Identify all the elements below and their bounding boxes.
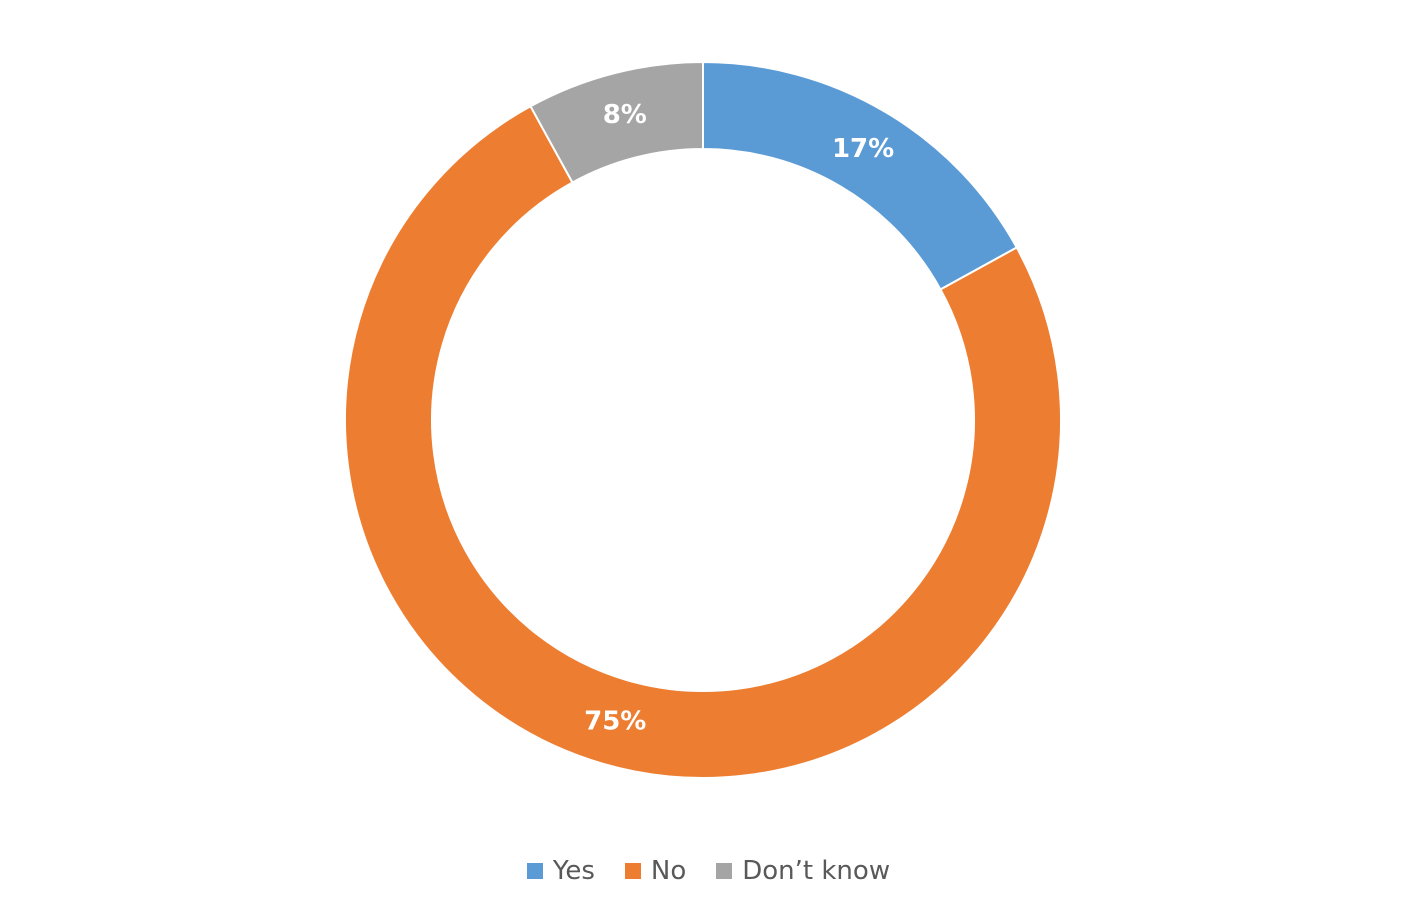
- donut-slice: [529, 60, 704, 184]
- legend-item: No: [624, 856, 687, 886]
- legend-label: Yes: [552, 856, 595, 886]
- legend-item: Yes: [526, 856, 595, 886]
- legend: Yes No Don’t know: [0, 856, 1417, 886]
- legend-swatch: [716, 863, 733, 879]
- donut-slice: [702, 60, 1019, 291]
- legend-swatch: [526, 863, 543, 879]
- donut-slice: [344, 104, 1062, 779]
- legend-item: Don’t know: [716, 856, 890, 886]
- legend-label: Don’t know: [742, 856, 891, 886]
- data-label: 8%: [603, 100, 647, 130]
- chart: 17% 75% 8%: [344, 60, 1062, 779]
- data-label: 17%: [832, 134, 894, 164]
- legend-label: No: [650, 856, 687, 886]
- data-label: 75%: [584, 707, 646, 737]
- legend-swatch: [624, 863, 641, 879]
